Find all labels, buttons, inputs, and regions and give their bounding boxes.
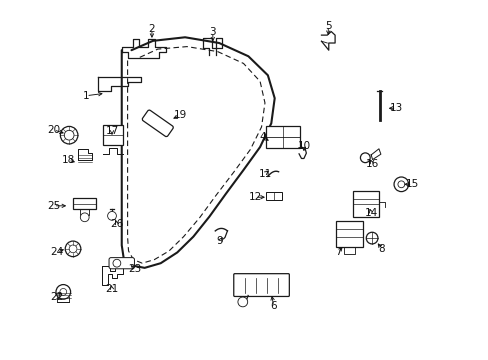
Bar [266,192,282,200]
FancyBboxPatch shape [142,110,173,137]
Text: 6: 6 [270,301,277,311]
Text: 4: 4 [259,132,266,142]
Circle shape [360,153,369,163]
Text: 13: 13 [389,103,402,113]
Text: 22: 22 [50,292,63,302]
Circle shape [107,211,116,220]
Circle shape [69,245,77,253]
Bar [352,192,379,217]
Text: 14: 14 [364,208,377,218]
Circle shape [64,130,74,140]
Circle shape [56,284,70,299]
Circle shape [238,297,247,307]
Text: 24: 24 [50,247,63,257]
Text: 7: 7 [334,247,341,257]
Bar [335,221,362,247]
Circle shape [80,213,89,222]
Circle shape [366,232,377,244]
Text: 15: 15 [405,179,418,189]
Text: 20: 20 [47,125,60,135]
Text: 10: 10 [297,141,310,151]
Text: 1: 1 [82,91,89,101]
Text: 19: 19 [173,111,186,121]
Text: 5: 5 [325,21,331,31]
Circle shape [113,259,121,267]
Text: 3: 3 [209,27,216,37]
Bar [103,125,122,145]
Text: 23: 23 [128,264,141,274]
Text: 16: 16 [365,159,378,169]
Text: 26: 26 [110,219,123,229]
Bar [266,126,299,148]
FancyBboxPatch shape [109,258,134,269]
Circle shape [60,288,66,295]
Text: 12: 12 [248,192,261,202]
Circle shape [60,126,78,144]
Circle shape [393,177,408,192]
Text: 21: 21 [105,284,119,294]
Text: 18: 18 [61,155,75,165]
Text: 2: 2 [148,24,155,35]
Text: 11: 11 [258,168,271,179]
Text: 8: 8 [378,244,385,254]
Text: 9: 9 [216,236,223,246]
Circle shape [65,241,81,257]
Text: 17: 17 [105,126,119,135]
Text: 25: 25 [47,201,60,211]
Bar [73,198,96,210]
FancyBboxPatch shape [233,274,289,297]
Circle shape [397,181,404,188]
